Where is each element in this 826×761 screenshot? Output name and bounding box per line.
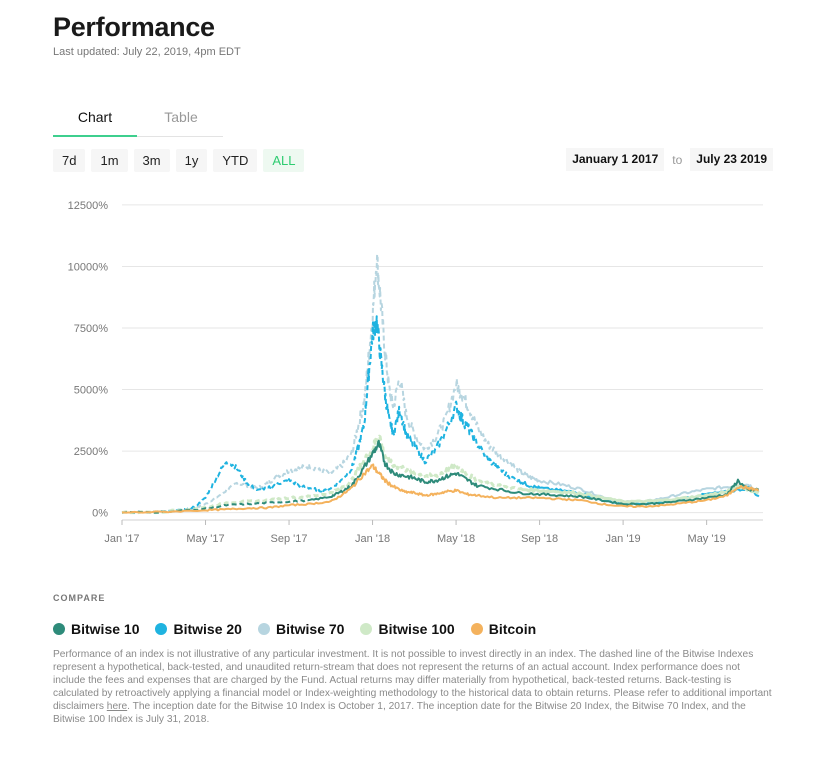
performance-chart: 0% 2500% 5000% 7500% 10000% 12500% Jan '17 May … <box>68 200 763 545</box>
x-tick-label: Sep '17 <box>271 533 308 545</box>
chart-series <box>121 253 760 515</box>
legend-dot-bitwise-10 <box>53 623 65 635</box>
legend-label-bitwise-20: Bitwise 20 <box>173 621 242 637</box>
legend-dot-bitwise-20 <box>155 623 168 635</box>
series-line-bitwise-20-backtest <box>121 315 520 514</box>
legend-bitwise-70[interactable]: Bitwise 70 <box>257 621 345 637</box>
legend-label-bitwise-100: Bitwise 100 <box>378 621 455 637</box>
date-range: January 1 2017 to July 23 2019 <box>566 148 773 171</box>
start-date-picker[interactable]: January 1 2017 <box>566 148 665 171</box>
range-1m-button[interactable]: 1m <box>91 149 128 172</box>
disclaimer-link[interactable]: here <box>106 701 128 712</box>
series-line-bitwise-10 <box>309 439 759 506</box>
legend-bitwise-100[interactable]: Bitwise 100 <box>360 621 455 637</box>
series-line-bitcoin <box>121 463 759 514</box>
tab-table[interactable]: Table <box>164 109 198 125</box>
range-ytd-button[interactable]: YTD <box>213 149 258 172</box>
compare-legend: Bitwise 10 Bitwise 20 Bitwise 70 Bitwise… <box>53 621 536 637</box>
x-tick-label: Jan '19 <box>606 533 641 545</box>
legend-bitwise-10[interactable]: Bitwise 10 <box>53 621 139 637</box>
chart-axes: 0% 2500% 5000% 7500% 10000% 12500% Jan '17 May … <box>68 200 763 545</box>
tab-chart[interactable]: Chart <box>53 103 137 137</box>
compare-label: COMPARE <box>53 593 106 603</box>
y-tick-label: 12500% <box>68 200 109 212</box>
y-tick-label: 5000% <box>74 385 108 397</box>
legend-bitwise-20[interactable]: Bitwise 20 <box>155 621 242 637</box>
disclaimer-text: Performance of an index is not illustrat… <box>53 648 773 726</box>
x-tick-label: Sep '18 <box>521 533 558 545</box>
legend-label-bitwise-10: Bitwise 10 <box>71 621 140 637</box>
y-tick-label: 10000% <box>68 261 109 273</box>
view-tabs: Chart Table <box>53 103 223 137</box>
range-3m-button[interactable]: 3m <box>133 149 170 172</box>
legend-label-bitwise-70: Bitwise 70 <box>275 621 345 637</box>
legend-dot-bitcoin <box>470 623 483 635</box>
date-separator: to <box>672 152 683 167</box>
range-1y-button[interactable]: 1y <box>175 149 208 172</box>
y-tick-label: 2500% <box>74 446 108 458</box>
end-date-picker[interactable]: July 23 2019 <box>690 148 773 171</box>
y-tick-label: 7500% <box>74 323 108 335</box>
x-tick-label: May '19 <box>688 533 726 545</box>
x-tick-label: Jan '18 <box>355 533 390 545</box>
last-updated-text: Last updated: July 22, 2019, 4pm EDT <box>53 46 241 58</box>
x-tick-label: Jan '17 <box>104 533 139 545</box>
legend-dot-bitwise-100 <box>360 623 373 635</box>
legend-dot-bitwise-70 <box>257 623 270 635</box>
series-line-bitwise-100-backtest <box>121 434 520 515</box>
y-tick-label: 0% <box>92 508 108 520</box>
range-all-button[interactable]: ALL <box>263 149 305 172</box>
legend-bitcoin[interactable]: Bitcoin <box>470 621 537 637</box>
chart-grid <box>122 204 763 514</box>
x-tick-label: May '18 <box>437 533 475 545</box>
disclaimer-part-2: . The inception date for the Bitwise 10 … <box>53 701 746 725</box>
series-line-bitwise-100 <box>518 484 760 504</box>
range-selector: 7d 1m 3m 1y YTD ALL <box>53 149 305 172</box>
disclaimer-part-1: Performance of an index is not illustrat… <box>53 649 772 712</box>
range-7d-button[interactable]: 7d <box>53 149 86 172</box>
x-tick-label: May '17 <box>186 533 224 545</box>
page-title: Performance <box>53 12 215 42</box>
legend-label-bitcoin: Bitcoin <box>488 621 537 637</box>
